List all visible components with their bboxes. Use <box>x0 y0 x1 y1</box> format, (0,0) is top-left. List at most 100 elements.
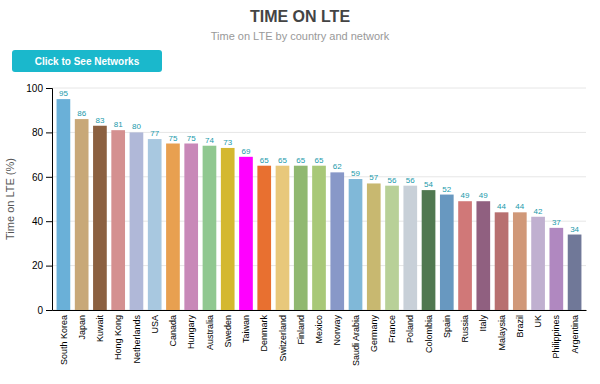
data-label: 95 <box>59 89 68 98</box>
y-tick: 20 <box>32 260 52 271</box>
x-tick: Mexico <box>314 315 324 344</box>
bar <box>184 144 198 311</box>
bar <box>495 212 509 310</box>
x-tick: Russia <box>460 315 470 343</box>
y-tick-label: 0 <box>37 305 43 316</box>
y-tick-mark <box>46 132 52 133</box>
bar <box>276 166 290 310</box>
data-label: 74 <box>205 136 214 145</box>
data-label: 37 <box>552 218 561 227</box>
bar <box>422 190 436 310</box>
x-tick: Taiwan <box>241 315 251 343</box>
data-label: 57 <box>369 173 378 182</box>
data-label: 65 <box>260 156 269 165</box>
bar <box>57 99 71 310</box>
data-label: 86 <box>77 109 86 118</box>
x-tick-label: Australia <box>205 315 215 350</box>
x-tick: Philippines <box>551 315 561 359</box>
x-tick: Poland <box>405 315 415 343</box>
x-tick-label: Finland <box>296 315 306 345</box>
x-tick-label: UK <box>533 315 543 328</box>
x-tick: Netherlands <box>132 315 142 364</box>
data-label: 65 <box>296 156 305 165</box>
data-label: 56 <box>406 176 415 185</box>
x-tick-label: USA <box>150 315 160 334</box>
button-background[interactable] <box>12 50 162 72</box>
bar <box>111 130 125 310</box>
bar <box>93 126 107 310</box>
data-label: 62 <box>333 162 342 171</box>
data-label: 59 <box>351 169 360 178</box>
x-tick: Switzerland <box>278 315 288 362</box>
data-label: 65 <box>315 156 324 165</box>
data-label: 49 <box>461 191 470 200</box>
data-label: 65 <box>278 156 287 165</box>
bar <box>403 186 417 310</box>
bar <box>549 228 563 310</box>
x-tick-label: Saudi Arabia <box>351 315 361 366</box>
bar <box>367 183 381 310</box>
x-tick-label: Philippines <box>551 315 561 359</box>
bar <box>239 157 253 310</box>
x-tick-label: Brazil <box>515 315 525 338</box>
y-tick-mark <box>46 88 52 89</box>
x-tick-label: France <box>387 315 397 343</box>
x-tick-label: Canada <box>168 315 178 347</box>
subtitle: Time on LTE by country and network <box>211 30 390 42</box>
y-axis-line <box>46 89 53 311</box>
data-label: 83 <box>95 116 104 125</box>
x-tick: USA <box>150 315 160 334</box>
data-label: 81 <box>114 120 123 129</box>
x-tick-label: Poland <box>405 315 415 343</box>
data-label: 77 <box>150 129 159 138</box>
bar <box>513 212 527 310</box>
data-label: 42 <box>534 207 543 216</box>
bar <box>385 186 399 310</box>
bar <box>330 172 344 310</box>
x-tick-label: South Korea <box>59 315 69 365</box>
y-tick-label: 80 <box>32 127 44 138</box>
x-tick: Saudi Arabia <box>351 315 361 366</box>
bar <box>440 195 454 310</box>
x-tick: Finland <box>296 315 306 345</box>
y-axis: 0 20 40 60 80 100 <box>26 83 52 316</box>
y-tick: 80 <box>32 127 52 138</box>
x-tick: France <box>387 315 397 343</box>
x-tick: Brazil <box>515 315 525 338</box>
data-label: 44 <box>515 202 524 211</box>
x-tick: Colombia <box>424 315 434 353</box>
x-tick: Kuwait <box>95 315 105 343</box>
x-tick-label: Colombia <box>424 315 434 353</box>
bar <box>294 166 308 310</box>
x-tick-label: Switzerland <box>278 315 288 362</box>
x-tick-label: Argentina <box>570 315 580 354</box>
bar <box>568 235 582 310</box>
y-tick-label: 20 <box>32 260 44 271</box>
y-tick: 60 <box>32 172 52 183</box>
y-tick-label: 100 <box>26 83 43 94</box>
x-tick-label: Hungary <box>186 315 196 350</box>
button-label[interactable]: Click to See Networks <box>35 56 140 67</box>
y-tick-label: 40 <box>32 216 44 227</box>
x-tick: Hong Kong <box>113 315 123 360</box>
x-tick-label: Malaysia <box>497 315 507 351</box>
x-axis-line <box>53 310 587 311</box>
data-label: 80 <box>132 122 141 131</box>
x-tick: Hungary <box>186 315 196 350</box>
x-tick: Sweden <box>223 315 233 348</box>
bar <box>166 144 180 311</box>
title: TIME ON LTE <box>250 8 350 25</box>
bar <box>221 148 235 310</box>
x-tick: Italy <box>478 315 488 332</box>
x-tick-label: Japan <box>77 315 87 340</box>
button[interactable]: Click to See Networks <box>12 50 162 72</box>
data-label: 69 <box>242 147 251 156</box>
bar <box>458 201 472 310</box>
x-tick: South Korea <box>59 315 69 365</box>
grid-line <box>52 88 586 89</box>
x-tick: Spain <box>442 315 452 338</box>
y-tick-mark <box>46 177 52 178</box>
data-label: 34 <box>570 225 579 234</box>
bar <box>257 166 271 310</box>
x-tick: UK <box>533 315 543 328</box>
